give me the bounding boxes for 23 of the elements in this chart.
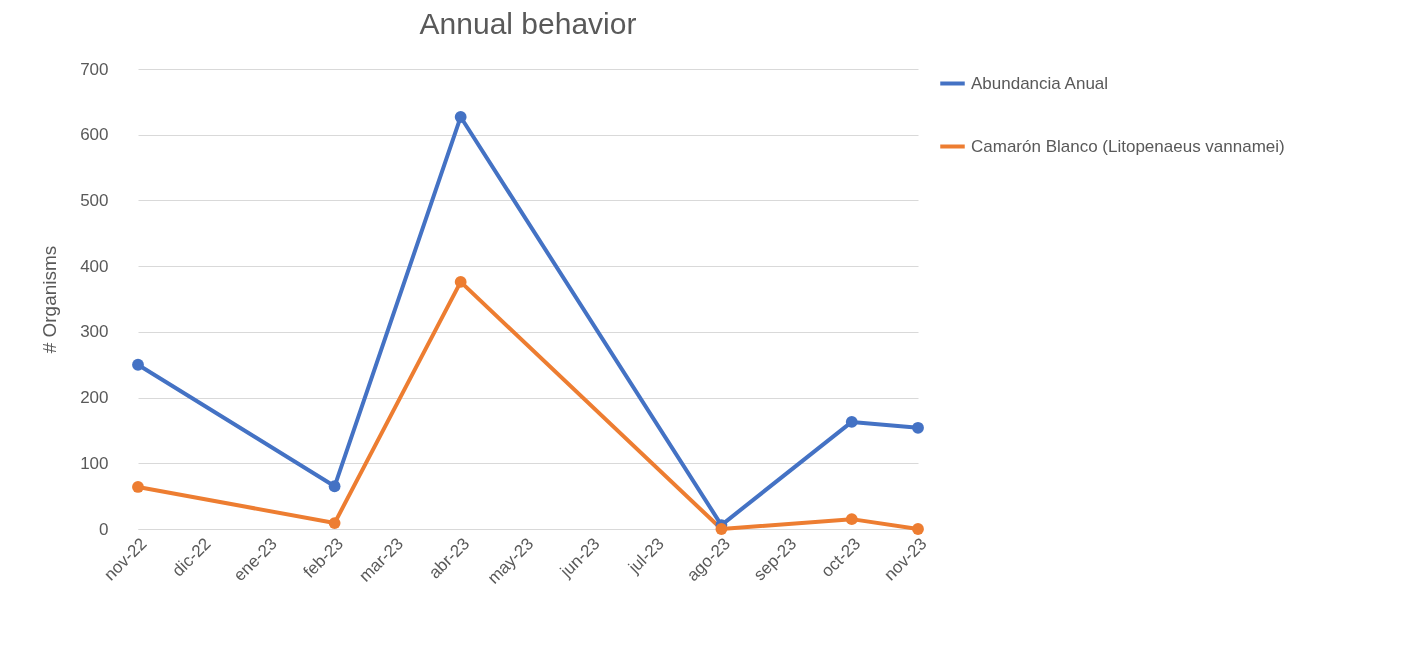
point — [845, 513, 858, 526]
legend-label: Camarón Blanco (Litopenaeus vannamei) — [971, 136, 1285, 156]
y-tick-label: 300 — [80, 322, 109, 342]
y-axis-title: # Organisms — [39, 245, 61, 354]
y-tick-label: 200 — [80, 388, 109, 408]
point — [715, 523, 728, 535]
y-tick-label: 100 — [80, 453, 109, 473]
point — [454, 276, 467, 288]
legend-label: Abundancia Anual — [971, 73, 1109, 93]
y-tick-label: 0 — [99, 519, 109, 539]
point — [328, 480, 341, 493]
point — [845, 415, 858, 428]
point — [912, 523, 924, 535]
point — [132, 481, 144, 493]
point — [328, 517, 341, 529]
y-tick-label: 600 — [80, 125, 109, 145]
point — [912, 421, 924, 434]
chart-title: Annual behavior — [419, 7, 637, 40]
point — [454, 111, 467, 123]
point — [132, 358, 144, 371]
y-tick-label: 500 — [80, 190, 109, 210]
y-tick-label: 400 — [80, 256, 109, 276]
y-tick-label: 700 — [80, 59, 109, 79]
